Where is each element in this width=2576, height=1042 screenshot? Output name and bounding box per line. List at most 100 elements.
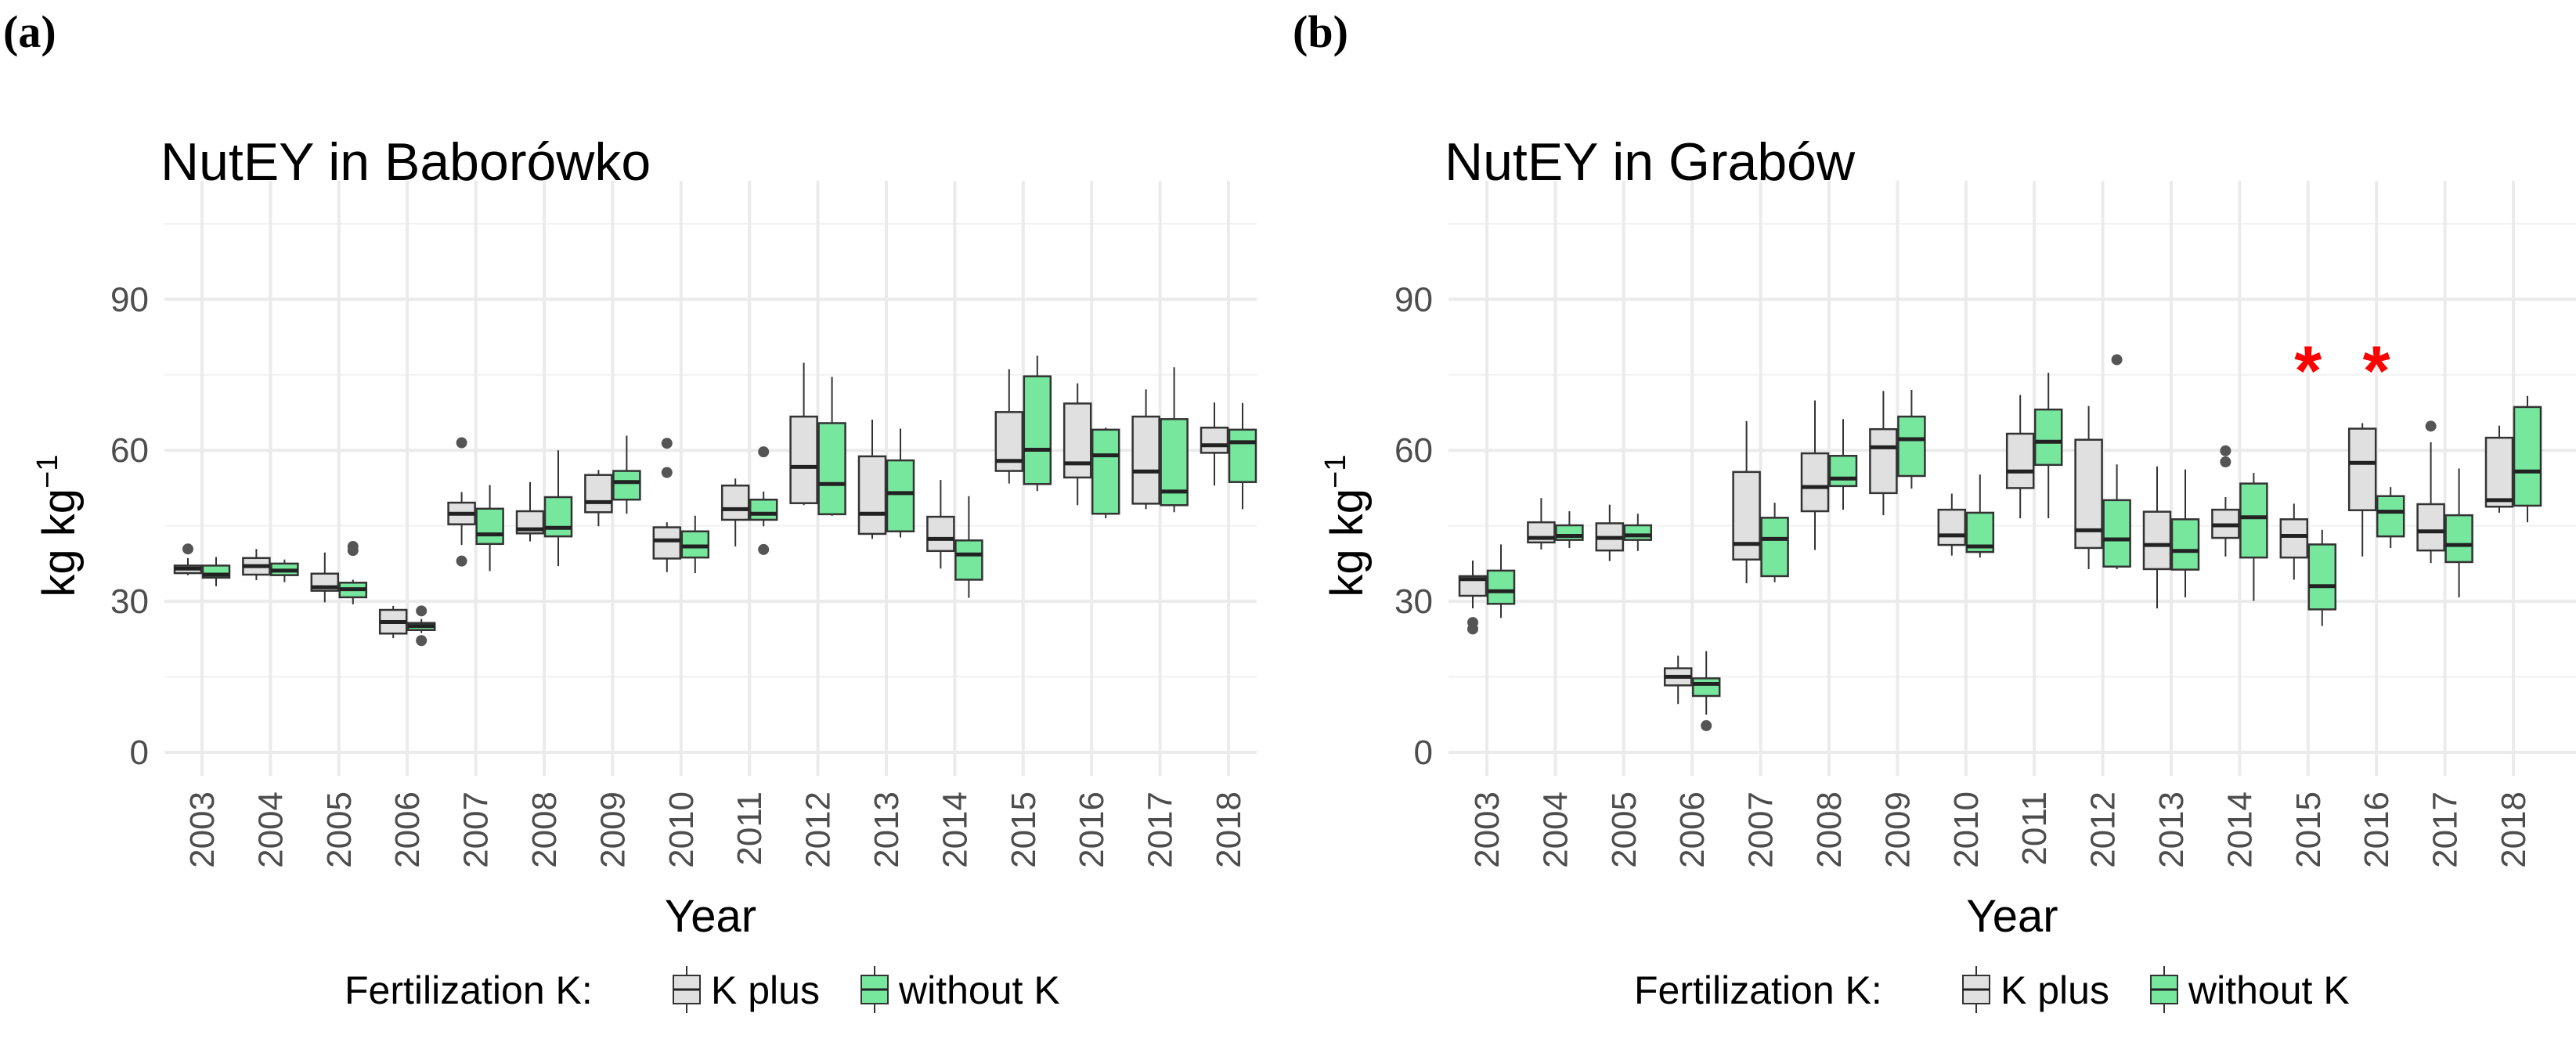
box: [2444, 514, 2473, 564]
boxplot-without-k-2010: [680, 515, 710, 574]
legend-label: without K: [2188, 968, 2350, 1012]
boxplot-k-plus-2013: [2142, 466, 2172, 609]
x-tick-label: 2004: [1536, 791, 1575, 868]
boxplot-without-k-2018: [1228, 402, 1257, 510]
chart-title: NutEY in Baborówko: [161, 132, 651, 192]
outlier-point: [1467, 623, 1478, 635]
boxplot-without-k-2018: [2513, 395, 2542, 523]
box: [2347, 427, 2377, 511]
outlier-point: [661, 438, 673, 449]
boxplot-without-k-2010: [1965, 474, 1995, 558]
box: [720, 484, 750, 521]
boxplot-without-k-2007: [1760, 503, 1789, 582]
box: [1691, 677, 1721, 698]
y-tick-label: 0: [130, 734, 149, 772]
y-tick-label: 30: [110, 582, 149, 621]
boxplot-without-k-2011: [749, 446, 778, 555]
box: [652, 526, 682, 560]
boxplot-without-k-2016: [2376, 487, 2405, 548]
x-tick-label: 2009: [593, 791, 632, 868]
boxplot-without-k-2006: [406, 605, 436, 647]
boxplot-k-plus-2006: [1663, 655, 1693, 705]
box: [2005, 432, 2035, 489]
outlier-point: [2220, 445, 2231, 456]
box: [1760, 517, 1789, 578]
x-tick-label: 2005: [320, 791, 359, 868]
box: [1486, 569, 1516, 605]
boxplot-k-plus-2003: [173, 543, 203, 575]
x-tick-label: 2006: [388, 791, 427, 868]
y-tick-label: 90: [1394, 280, 1433, 319]
x-tick-label: 2012: [2084, 791, 2123, 868]
box: [2142, 510, 2172, 571]
box: [2484, 436, 2514, 508]
box: [1828, 455, 1858, 488]
x-tick-label: 2017: [2426, 791, 2465, 868]
box: [1131, 415, 1160, 505]
x-tick-label: 2011: [731, 791, 769, 866]
boxplot-k-plus-2016: [2347, 423, 2377, 557]
y-axis-title-superscript: −1: [31, 455, 64, 489]
legend: Fertilization K: K plus without K: [345, 966, 1060, 1013]
boxplot-without-k-2008: [543, 450, 573, 567]
box: [2170, 518, 2200, 571]
boxplot-without-k-2009: [1897, 390, 1926, 489]
box: [2239, 482, 2268, 559]
outlier-point: [758, 446, 770, 458]
y-axis-title-superscript: −1: [1319, 455, 1352, 489]
x-tick-label: 2016: [1073, 791, 1111, 868]
significance-asterisk: *: [2363, 332, 2390, 410]
boxplot-without-k-2003: [201, 557, 231, 586]
outlier-point: [416, 635, 428, 647]
box: [1800, 452, 1830, 513]
boxplot-k-plus-2006: [378, 605, 408, 639]
box: [857, 455, 887, 535]
legend-label: K plus: [2001, 968, 2109, 1012]
box: [2279, 518, 2309, 559]
x-tick-label: 2013: [868, 791, 906, 868]
boxplot-without-k-2011: [2033, 373, 2063, 519]
boxplot-without-k-2005: [1623, 514, 1653, 551]
legend-label: K plus: [711, 968, 820, 1012]
y-tick-label: 90: [110, 280, 149, 319]
boxplot-without-k-2009: [612, 435, 641, 514]
legend-label: without K: [898, 968, 1060, 1012]
box: [817, 422, 846, 516]
legend-title: Fertilization K:: [345, 968, 593, 1012]
y-tick-label: 60: [110, 431, 149, 470]
boxplot-without-k-2013: [2170, 469, 2200, 597]
box: [680, 530, 710, 559]
panel-label: (a): [3, 6, 56, 57]
boxplot-k-plus-2012: [2074, 406, 2103, 569]
x-tick-label: 2005: [1605, 791, 1643, 868]
x-tick-label: 2008: [525, 791, 564, 868]
y-axis-title: kg kg−1: [1319, 455, 1373, 597]
boxplot-without-k-2014: [954, 496, 983, 598]
boxplot-k-plus-2017: [2416, 420, 2445, 564]
x-tick-label: 2014: [936, 791, 974, 868]
boxplot-without-k-2013: [886, 428, 915, 538]
box: [926, 515, 955, 553]
boxplot-without-k-2016: [1091, 427, 1120, 519]
box: [1869, 427, 1898, 495]
x-tick-label: 2006: [1673, 791, 1712, 868]
boxplot-k-plus-2007: [1732, 420, 1761, 583]
x-axis-title: Year: [665, 891, 756, 942]
x-tick-label: 2015: [2289, 791, 2328, 868]
box: [2416, 503, 2445, 552]
x-tick-label: 2003: [1468, 791, 1506, 868]
boxplot-without-k-2004: [270, 559, 299, 582]
box: [2307, 543, 2337, 611]
x-tick-label: 2010: [1947, 791, 1986, 868]
boxplot-k-plus-2004: [1527, 498, 1556, 550]
boxplot-k-plus-2011: [720, 478, 750, 547]
x-tick-label: 2018: [2495, 791, 2533, 868]
chart-title: NutEY in Grabów: [1445, 132, 1856, 192]
x-tick-label: 2013: [2152, 791, 2191, 868]
outlier-point: [456, 437, 467, 449]
x-tick-label: 2010: [662, 791, 701, 868]
boxplot-without-k-2006: [1691, 651, 1721, 731]
boxplot-without-k-2007: [475, 485, 504, 571]
box: [475, 507, 504, 546]
boxplot-k-plus-2004: [242, 549, 271, 581]
